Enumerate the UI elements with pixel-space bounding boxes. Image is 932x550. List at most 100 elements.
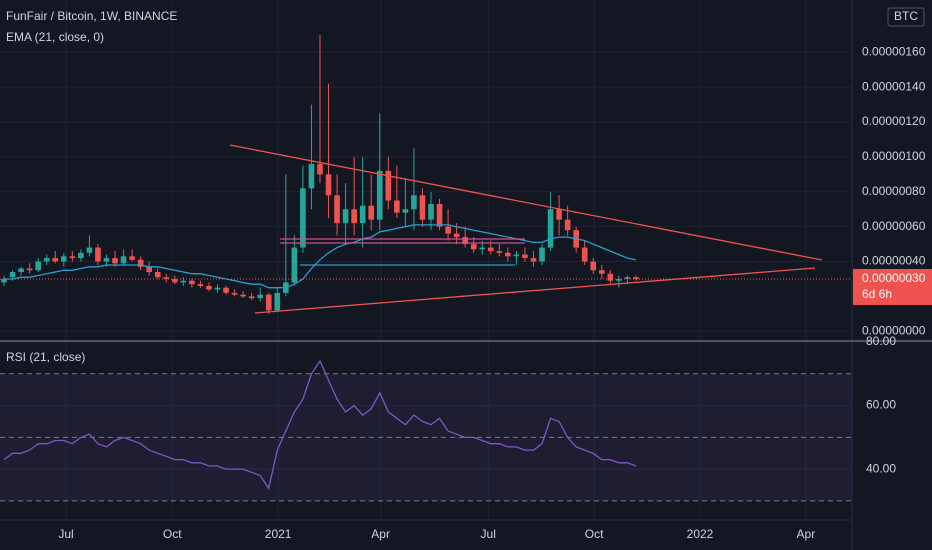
candle-body [522, 254, 528, 259]
candle-body [505, 252, 511, 257]
candle-body [112, 258, 118, 264]
candle-body [95, 247, 101, 262]
candle-body [189, 280, 195, 285]
candle-body [334, 195, 340, 224]
y-tick-label: 0.00000080 [862, 184, 926, 198]
x-tick-label: Oct [163, 527, 182, 541]
candle-body [163, 277, 170, 279]
x-tick-label: Apr [797, 527, 816, 541]
ema-legend: EMA (21, close, 0) [6, 30, 104, 44]
candle-body [52, 258, 59, 262]
last-price-box [853, 268, 932, 305]
rsi-legend: RSI (21, close) [6, 350, 85, 364]
candle-body [120, 256, 127, 264]
x-tick-label: Jul [58, 527, 73, 541]
candle-body [26, 268, 33, 271]
y-tick-label: 0.00000000 [862, 323, 926, 337]
candle-body [197, 284, 204, 286]
trend-line[interactable] [229, 144, 823, 261]
rsi-tick-label: 60.00 [866, 398, 896, 412]
candle-body [487, 247, 494, 252]
y-tick-label: 0.00000060 [862, 219, 926, 233]
last-price-label: 0.00000030 [862, 271, 926, 285]
rsi-tick-label: 40.00 [866, 461, 896, 475]
candle-body [129, 256, 135, 260]
candle-body [376, 170, 383, 220]
candle-body [308, 163, 315, 189]
x-tick-label: 2021 [265, 527, 292, 541]
trend-line[interactable] [254, 267, 816, 314]
rsi-tick-label: 80.00 [866, 334, 896, 348]
candle-body [428, 204, 434, 220]
candle-body [419, 195, 426, 220]
candle-body [539, 247, 545, 262]
candle-body [479, 247, 486, 250]
candle-body [453, 233, 460, 238]
candle-body [564, 219, 571, 231]
candle-body [325, 174, 332, 196]
rsi-line [3, 359, 637, 490]
candle-body [1, 278, 7, 283]
currency-label: BTC [894, 9, 918, 23]
candle-body [35, 261, 41, 271]
candle-body [581, 247, 588, 262]
candle-body [86, 247, 93, 253]
y-tick-label: 0.00000040 [862, 254, 926, 268]
candle-body [624, 277, 631, 279]
candle-body [598, 270, 605, 274]
candle-body [411, 195, 417, 210]
candle-body [18, 268, 24, 272]
candle-body [223, 287, 229, 293]
candle-body [590, 261, 597, 271]
x-tick-label: Jul [481, 527, 496, 541]
candle-body [257, 294, 264, 299]
candle-body [154, 272, 161, 278]
candle-body [342, 209, 349, 224]
candle-body [436, 204, 443, 227]
candle-body [402, 209, 409, 213]
candle-body [556, 209, 562, 220]
chart-title: FunFair / Bitcoin, 1W, BINANCE [6, 9, 177, 23]
currency-badge[interactable] [887, 7, 925, 27]
candle-body [146, 266, 152, 272]
candle-body [530, 258, 537, 262]
candle-body [368, 205, 375, 220]
candle-body [240, 294, 246, 297]
candle-body [547, 209, 554, 248]
candle-body [359, 205, 366, 224]
marks-layer [0, 34, 852, 502]
grid-layer [0, 0, 852, 520]
candle-body [616, 278, 622, 281]
candle-body [274, 292, 281, 311]
candle-body [265, 294, 272, 311]
candle-body [394, 200, 400, 213]
candle-body [385, 170, 392, 201]
y-tick-label: 0.00000140 [862, 79, 926, 93]
candle-body [60, 256, 67, 262]
x-tick-label: 2022 [687, 527, 714, 541]
x-tick-label: Oct [585, 527, 604, 541]
candle-body [9, 272, 16, 278]
candle-body [248, 296, 255, 299]
y-tick-label: 0.00000100 [862, 149, 926, 163]
candle-body [180, 280, 187, 283]
candle-body [103, 258, 110, 262]
candle-body [300, 188, 306, 248]
candle-body [513, 254, 520, 257]
candle-body [351, 209, 357, 224]
candle-body [445, 226, 451, 234]
candle-body [231, 292, 238, 295]
y-tick-label: 0.00000120 [862, 114, 926, 128]
candle-body [291, 247, 298, 283]
candle-body [462, 237, 468, 245]
candle-body [78, 252, 84, 259]
ema-line [4, 224, 637, 289]
candle-body [607, 273, 614, 281]
countdown-label: 6d 6h [862, 287, 892, 301]
candle-body [172, 278, 178, 283]
candle-body [43, 258, 50, 262]
candle-body [206, 285, 212, 290]
candle-body [317, 163, 323, 175]
candle-body [137, 259, 144, 267]
